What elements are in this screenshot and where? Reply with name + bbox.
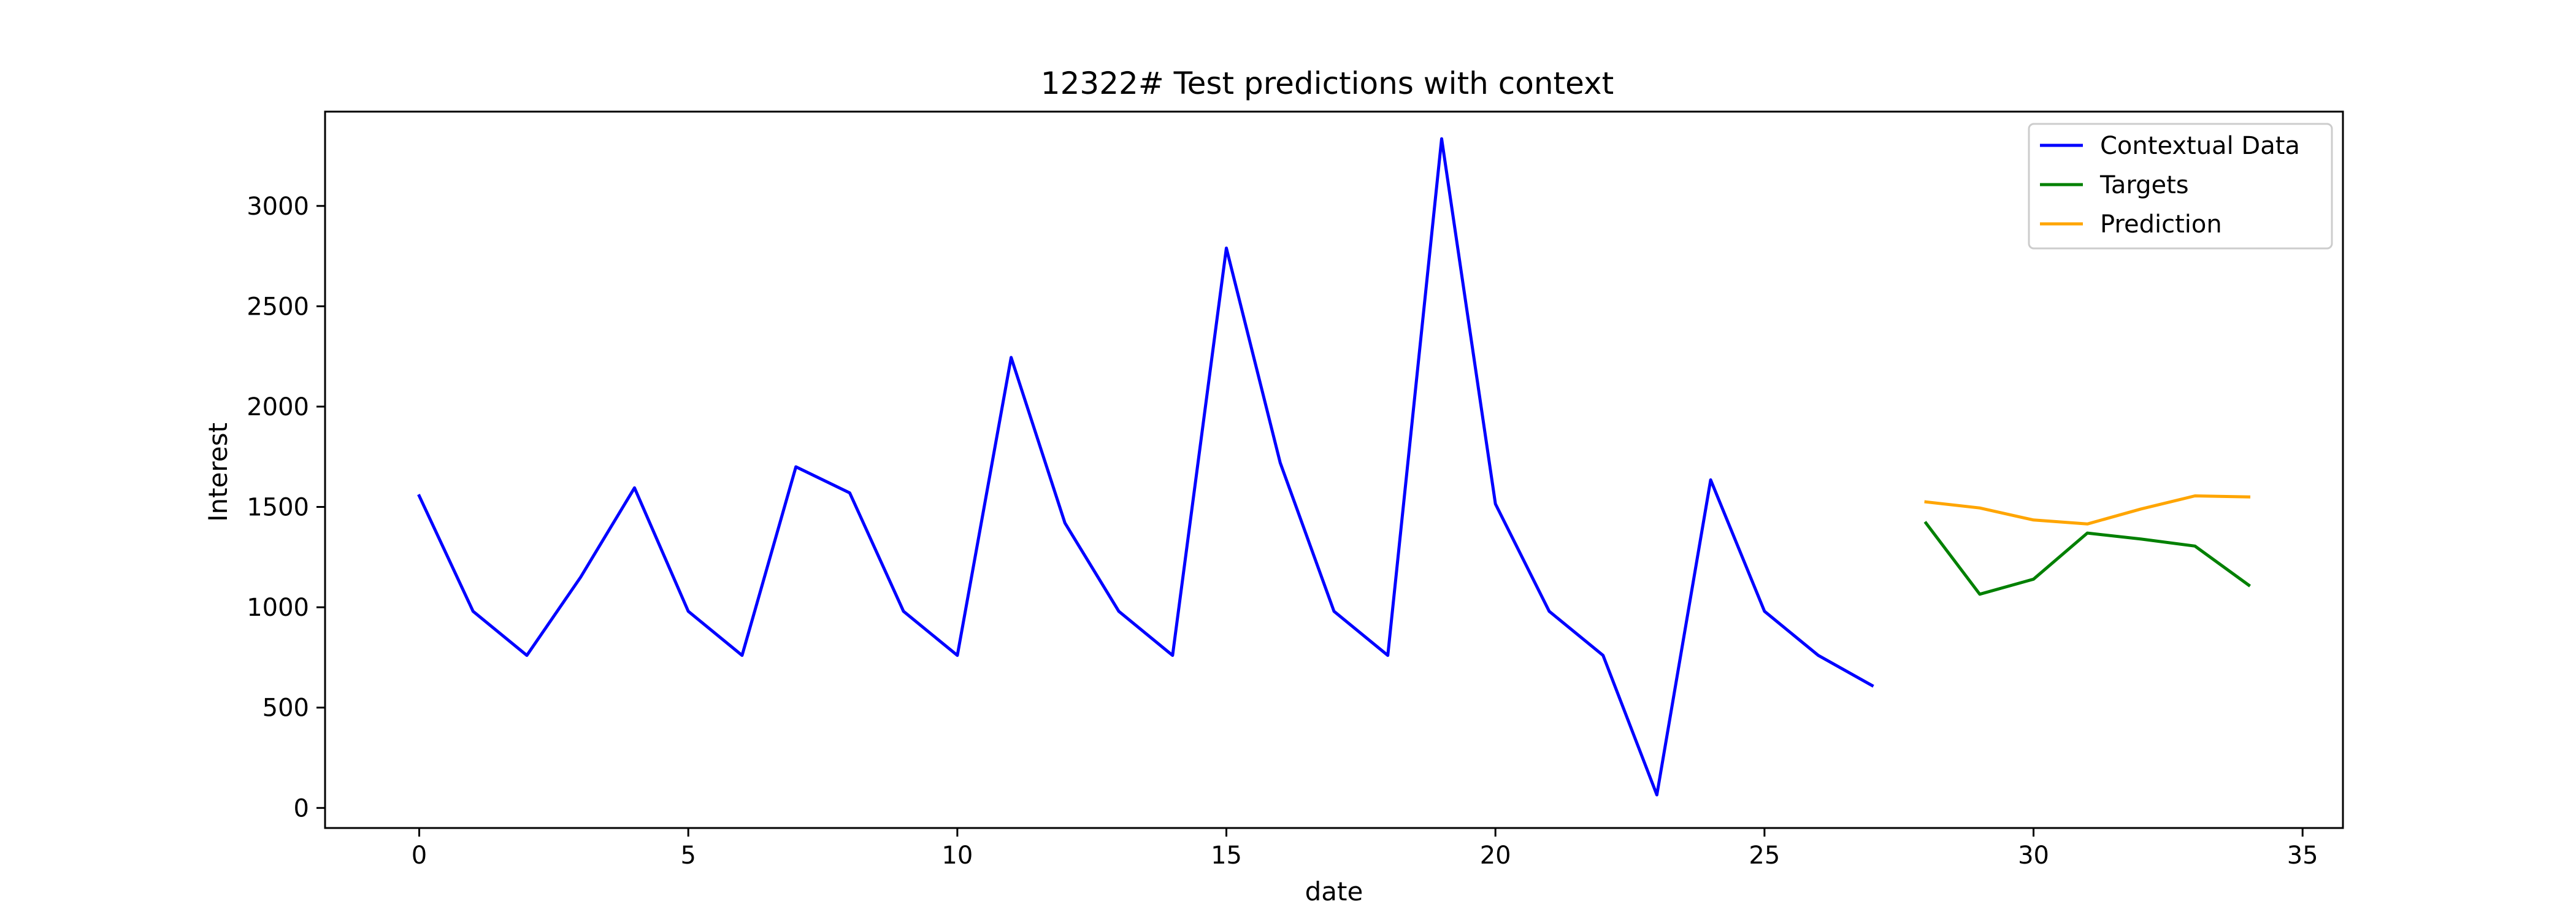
legend-label-0: Contextual Data [2100,132,2300,160]
series-layer [417,137,2251,797]
legend-label-1: Targets [2099,171,2189,199]
x-axis: 0 5 10 15 20 25 30 35 [412,828,2318,870]
y-tick-label: 2500 [247,293,309,321]
y-tick-label: 2000 [247,393,309,421]
y-tick-label: 0 [294,794,309,822]
legend: Contextual Data Targets Prediction [2028,123,2333,250]
x-tick-label: 30 [2018,841,2049,870]
legend-label-2: Prediction [2100,210,2222,239]
series-line-1 [1923,521,2251,596]
y-tick-label: 1000 [247,594,309,622]
y-axis: 0 500 1000 1500 2000 2500 3000 [247,193,325,822]
chart-title: 12322# Test predictions with context [1041,66,1614,101]
x-axis-label: date [1305,876,1363,907]
y-tick-label: 1500 [247,494,309,522]
series-line-0 [417,137,1874,797]
x-tick-label: 15 [1211,841,1242,870]
x-tick-label: 25 [1749,841,1780,870]
plot-frame [324,110,2344,829]
x-tick-label: 5 [680,841,696,870]
legend-box [2028,123,2333,250]
y-axis-label: Interest [203,423,233,522]
series-line-2 [1924,494,2251,526]
y-tick-label: 500 [263,694,309,723]
x-tick-label: 20 [1480,841,1511,870]
x-tick-label: 0 [412,841,427,870]
x-tick-label: 35 [2287,841,2318,870]
y-tick-label: 3000 [247,193,309,221]
x-tick-label: 10 [941,841,973,870]
